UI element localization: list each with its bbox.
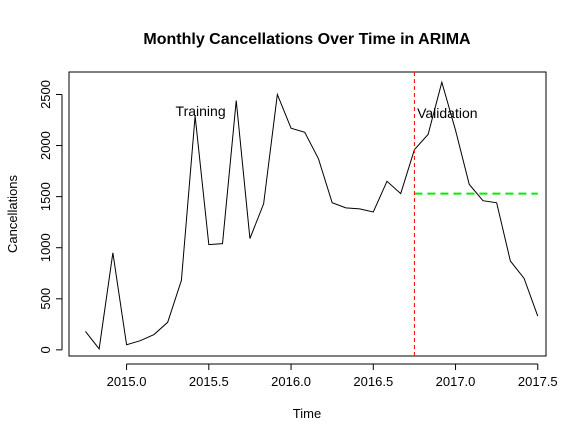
x-axis: 2015.0 2015.5 2016.0 2016.5 2017.0 2017.5 bbox=[107, 364, 558, 389]
y-tick-label: 2000 bbox=[38, 131, 53, 160]
chart-title: Monthly Cancellations Over Time in ARIMA bbox=[143, 31, 471, 48]
annotation-validation: Validation bbox=[417, 105, 477, 121]
x-tick-label: 2017.5 bbox=[518, 374, 558, 389]
actual-series-line bbox=[85, 82, 537, 349]
y-tick-label: 0 bbox=[38, 346, 53, 353]
y-axis-label: Cancellations bbox=[5, 174, 20, 253]
x-tick-label: 2016.0 bbox=[271, 374, 311, 389]
y-tick-label: 2500 bbox=[38, 80, 53, 109]
x-tick-label: 2017.0 bbox=[436, 374, 476, 389]
y-tick-label: 1000 bbox=[38, 233, 53, 262]
x-tick-label: 2016.5 bbox=[353, 374, 393, 389]
x-tick-label: 2015.5 bbox=[189, 374, 229, 389]
y-tick-label: 500 bbox=[38, 288, 53, 310]
x-tick-label: 2015.0 bbox=[107, 374, 147, 389]
y-axis: 0 500 1000 1500 2000 2500 bbox=[38, 80, 62, 353]
annotation-layer: Training Validation bbox=[176, 103, 478, 121]
y-tick-label: 1500 bbox=[38, 182, 53, 211]
x-axis-label: Time bbox=[293, 406, 321, 421]
annotation-training: Training bbox=[176, 103, 226, 119]
